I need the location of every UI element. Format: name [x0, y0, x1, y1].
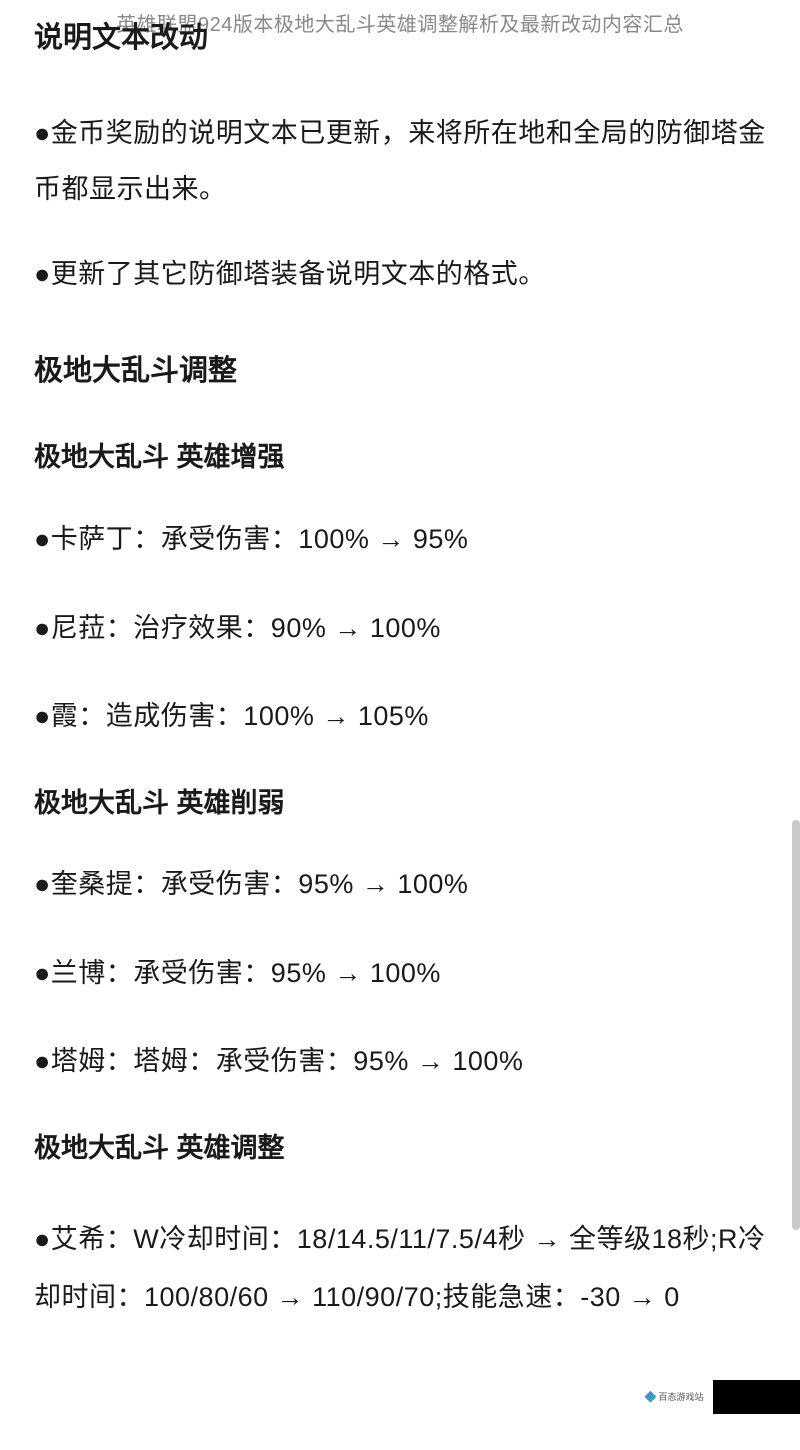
article-content: 说明文本改动 ●金币奖励的说明文本已更新，来将所在地和全局的防御塔金币都显示出来… — [0, 0, 800, 1414]
bullet-item: ●尼菈：治疗效果：90% → 100% — [34, 608, 766, 649]
bullet-item: ●塔姆：塔姆：承受伤害：95% → 100% — [34, 1041, 766, 1082]
bullet-item: ●艾希：W冷却时间：18/14.5/11/7.5/4秒 → 全等级18秒;R冷却… — [34, 1210, 766, 1326]
bullet-item: ●奎桑提：承受伤害：95% → 100% — [34, 864, 766, 905]
bullet-item: ●卡萨丁：承受伤害：100% → 95% — [34, 519, 766, 560]
bullet-item: ●兰博：承受伤害：95% → 100% — [34, 953, 766, 994]
bullet-item: ●更新了其它防御塔装备说明文本的格式。 — [34, 246, 766, 303]
section-heading-buffs: 极地大乱斗 英雄增强 — [34, 439, 766, 477]
section-heading-adjust: 极地大乱斗 英雄调整 — [34, 1130, 766, 1168]
bullet-item: ●金币奖励的说明文本已更新，来将所在地和全局的防御塔金币都显示出来。 — [34, 105, 766, 218]
section-heading-aram: 极地大乱斗调整 — [34, 351, 766, 392]
section-heading-tooltip: 说明文本改动 — [34, 18, 766, 59]
bullet-item: ●霞：造成伤害：100% → 105% — [34, 696, 766, 737]
section-heading-nerfs: 极地大乱斗 英雄削弱 — [34, 785, 766, 823]
